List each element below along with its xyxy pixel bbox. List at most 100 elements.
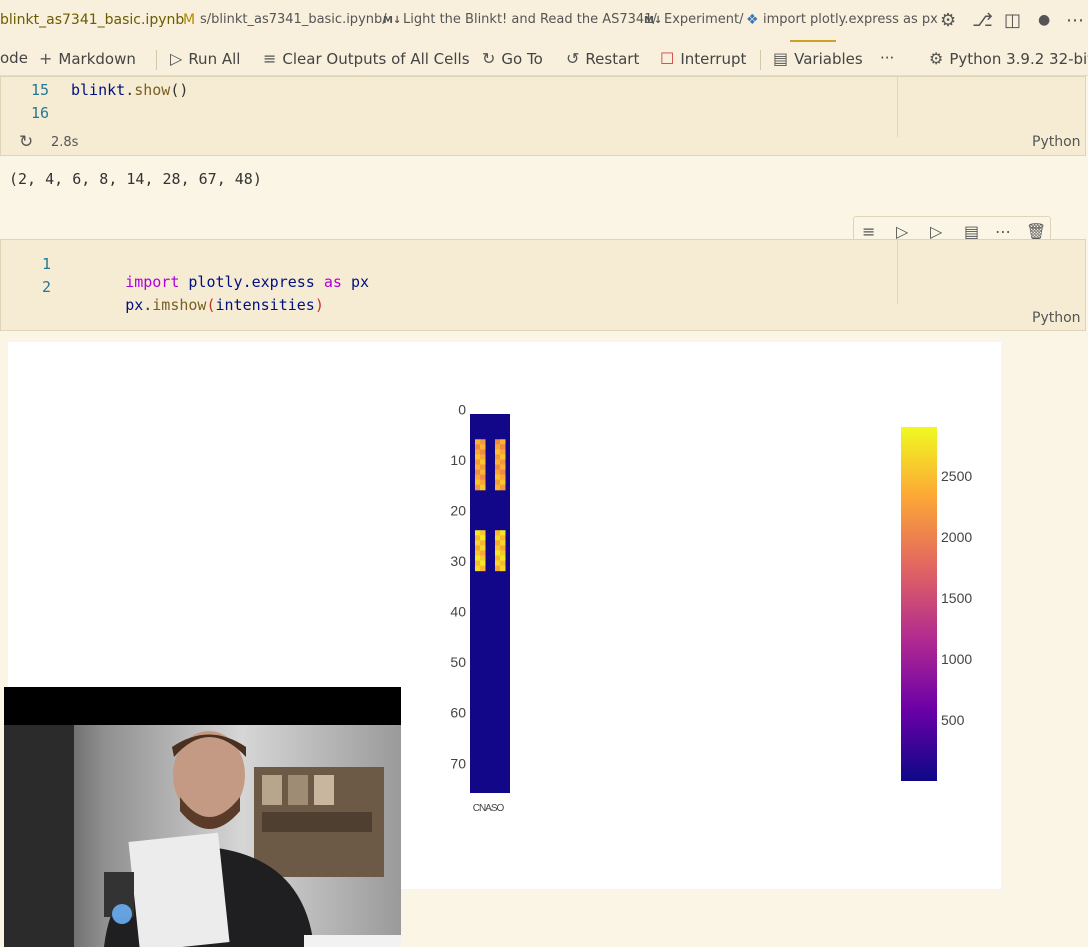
heatmap-cell[interactable] bbox=[500, 459, 506, 466]
heatmap-cell[interactable] bbox=[500, 545, 506, 551]
heatmap-cell[interactable] bbox=[475, 444, 481, 450]
heatmap-cell[interactable] bbox=[495, 464, 501, 471]
heatmap-cell[interactable] bbox=[480, 484, 486, 491]
heatmap-cell[interactable] bbox=[495, 550, 501, 556]
heatmap-cell[interactable] bbox=[500, 474, 506, 481]
heatmap-chart[interactable]: 0 10 20 30 40 50 60 70 CNASO 2500 2000 1500 1000 50… bbox=[8, 342, 1001, 889]
trash-icon[interactable]: 🗑 bbox=[1026, 222, 1047, 241]
heatmap-cell[interactable] bbox=[500, 535, 506, 541]
heatmap-cell[interactable] bbox=[495, 439, 501, 445]
interrupt-button[interactable]: ☐ Interrupt bbox=[660, 49, 746, 68]
code-line[interactable]: 15 blinkt.show() bbox=[1, 81, 881, 103]
heatmap-cell[interactable] bbox=[500, 540, 506, 546]
heatmap-cell[interactable] bbox=[475, 530, 481, 536]
heatmap-cell[interactable] bbox=[475, 535, 481, 541]
cell-language[interactable]: Python bbox=[1032, 310, 1081, 326]
breadcrumb-heading-1[interactable]: Light the Blinkt! and Read the AS7341/ bbox=[403, 12, 657, 27]
heatmap-cell[interactable] bbox=[500, 454, 506, 460]
run-all-button[interactable]: ▷ Run All bbox=[170, 49, 240, 68]
clear-outputs-button[interactable]: ≡ Clear Outputs of All Cells bbox=[263, 49, 470, 68]
heatmap-cell[interactable] bbox=[475, 560, 481, 567]
heatmap-cell[interactable] bbox=[475, 550, 481, 556]
heatmap-cell[interactable] bbox=[495, 459, 501, 466]
heatmap-cell[interactable] bbox=[480, 545, 486, 551]
heatmap-cell[interactable] bbox=[480, 464, 486, 471]
gear-icon[interactable]: ⚙ bbox=[940, 10, 957, 31]
heatmap-cell[interactable] bbox=[480, 535, 486, 541]
heatmap-cell[interactable] bbox=[475, 469, 481, 476]
heatmap-cell[interactable] bbox=[495, 484, 501, 491]
heatmap-cell[interactable] bbox=[480, 555, 486, 562]
colorbar[interactable] bbox=[901, 427, 937, 781]
heatmap-cell[interactable] bbox=[475, 464, 481, 471]
heatmap-cells[interactable] bbox=[470, 414, 510, 793]
heatmap-cell[interactable] bbox=[500, 530, 506, 536]
heatmap-cell[interactable] bbox=[475, 459, 481, 466]
heatmap-cell[interactable] bbox=[480, 479, 486, 486]
heatmap-cell[interactable] bbox=[480, 469, 486, 476]
heatmap-cell[interactable] bbox=[475, 449, 481, 455]
breadcrumb-path[interactable]: s/blinkt_as7341_basic.ipynb/ bbox=[200, 12, 387, 27]
heatmap-cell[interactable] bbox=[495, 535, 501, 541]
heatmap-cell[interactable] bbox=[500, 555, 506, 562]
heatmap-cell[interactable] bbox=[480, 565, 486, 572]
heatmap-cell[interactable] bbox=[475, 545, 481, 551]
heatmap-cell[interactable] bbox=[500, 479, 506, 486]
heatmap-cell[interactable] bbox=[480, 454, 486, 460]
heatmap-cell[interactable] bbox=[475, 479, 481, 486]
more-icon[interactable]: ⋯ bbox=[995, 222, 1011, 241]
heatmap-cell[interactable] bbox=[495, 530, 501, 536]
heatmap-cell[interactable] bbox=[495, 545, 501, 551]
heatmap-cell[interactable] bbox=[480, 459, 486, 466]
go-to-button[interactable]: ↻ Go To bbox=[482, 49, 543, 68]
heatmap-cell[interactable] bbox=[495, 560, 501, 567]
run-by-line-icon[interactable]: ≡ bbox=[862, 222, 876, 241]
restart-button[interactable]: ↺ Restart bbox=[566, 49, 639, 68]
heatmap-cell[interactable] bbox=[500, 444, 506, 450]
heatmap-cell[interactable] bbox=[475, 540, 481, 546]
variables-button[interactable]: ▤ Variables bbox=[773, 49, 863, 68]
heatmap-cell[interactable] bbox=[475, 555, 481, 562]
heatmap-cell[interactable] bbox=[495, 444, 501, 450]
add-code-button[interactable]: ode bbox=[0, 49, 28, 67]
code-cell[interactable]: 1 import plotly.express as px 2 px.imsho… bbox=[0, 239, 1086, 331]
heatmap-cell[interactable] bbox=[500, 464, 506, 471]
heatmap-cell[interactable] bbox=[480, 550, 486, 556]
source-control-icon[interactable]: ⎇ bbox=[972, 10, 993, 31]
code-line[interactable]: 2 px.imshow(intensities) bbox=[1, 278, 881, 314]
add-markdown-button[interactable]: + Markdown bbox=[39, 49, 136, 68]
heatmap-cell[interactable] bbox=[495, 540, 501, 546]
breadcrumb-heading-2[interactable]: Experiment/ bbox=[664, 12, 744, 27]
heatmap-cell[interactable] bbox=[500, 550, 506, 556]
heatmap-cell[interactable] bbox=[475, 474, 481, 481]
heatmap-cell[interactable] bbox=[495, 474, 501, 481]
toolbar-more-button[interactable]: ··· bbox=[880, 49, 894, 67]
heatmap-cell[interactable] bbox=[500, 560, 506, 567]
heatmap-cell[interactable] bbox=[495, 449, 501, 455]
heatmap-cell[interactable] bbox=[480, 530, 486, 536]
heatmap-cell[interactable] bbox=[480, 449, 486, 455]
code-line[interactable]: 1 import plotly.express as px bbox=[1, 255, 881, 291]
unsaved-dot-icon[interactable]: ● bbox=[1038, 12, 1051, 28]
code-cell[interactable]: 15 blinkt.show() 16 ↻ 2.8s Python bbox=[0, 76, 1086, 156]
heatmap-cell[interactable] bbox=[500, 565, 506, 572]
heatmap-cell[interactable] bbox=[475, 484, 481, 491]
heatmap-cell[interactable] bbox=[475, 565, 481, 572]
heatmap-cell[interactable] bbox=[475, 454, 481, 460]
heatmap-cell[interactable] bbox=[480, 439, 486, 445]
code-line[interactable]: 16 bbox=[1, 104, 881, 126]
heatmap-cell[interactable] bbox=[500, 449, 506, 455]
heatmap-cell[interactable] bbox=[495, 479, 501, 486]
cell-language[interactable]: Python bbox=[1032, 134, 1081, 150]
split-editor-icon[interactable]: ◫ bbox=[1004, 10, 1022, 31]
execute-below-icon[interactable]: ▷ bbox=[930, 222, 943, 241]
breadcrumb-cell[interactable]: import plotly.express as px bbox=[763, 12, 938, 27]
execute-above-icon[interactable]: ▷ bbox=[896, 222, 909, 241]
breadcrumb-file[interactable]: blinkt_as7341_basic.ipynb bbox=[0, 12, 185, 28]
heatmap-cell[interactable] bbox=[480, 444, 486, 450]
more-actions-icon[interactable]: ⋯ bbox=[1066, 10, 1084, 31]
heatmap-cell[interactable] bbox=[480, 560, 486, 567]
split-cell-icon[interactable]: ▤ bbox=[964, 222, 980, 241]
heatmap-cell[interactable] bbox=[500, 469, 506, 476]
heatmap-cell[interactable] bbox=[495, 555, 501, 562]
